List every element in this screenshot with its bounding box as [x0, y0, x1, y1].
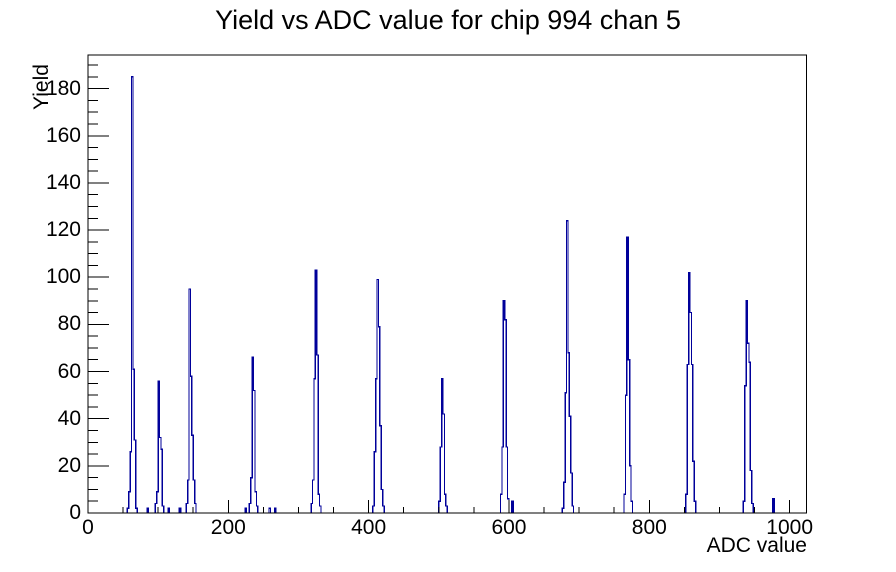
x-tick-label: 400 [351, 516, 387, 539]
y-tick-label: 80 [57, 312, 81, 336]
y-tick-label: 60 [57, 359, 81, 383]
y-tick-label: 140 [45, 170, 81, 194]
x-tick-label: 0 [82, 516, 94, 539]
x-tick-label: 600 [491, 516, 527, 539]
y-tick-label: 120 [45, 218, 81, 242]
x-axis-title: ADC value [706, 534, 807, 557]
y-tick-label: 180 [45, 76, 81, 100]
y-tick-label: 40 [57, 406, 81, 430]
x-tick-label: 200 [210, 516, 246, 539]
y-tick-label: 100 [45, 265, 81, 289]
y-tick-label: 0 [69, 501, 81, 524]
x-tick-label: 800 [631, 516, 667, 539]
y-tick-label: 160 [45, 123, 81, 147]
plot-frame [87, 54, 807, 514]
histogram-line [88, 76, 807, 514]
y-tick-label: 20 [57, 453, 81, 477]
chart-title: Yield vs ADC value for chip 994 chan 5 [215, 5, 681, 35]
x-tick-label: 1000 [766, 516, 814, 539]
